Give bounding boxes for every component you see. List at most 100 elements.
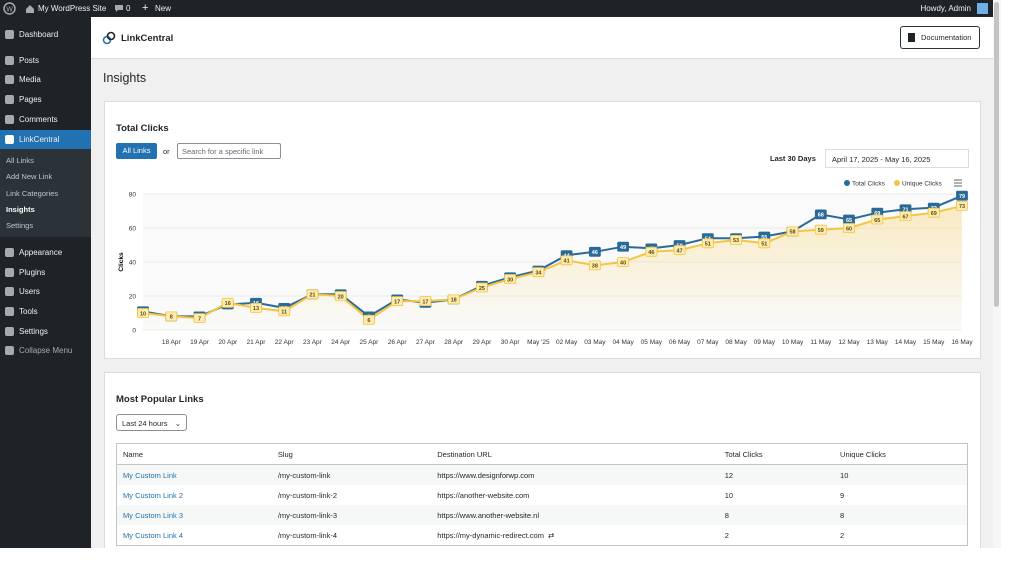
data-label: 11	[281, 310, 287, 316]
plus-icon: +	[142, 2, 149, 14]
menu-item[interactable]: Settings	[0, 216, 91, 235]
table-cell: https://www.designforwp.com	[437, 470, 535, 480]
data-label: 18	[451, 298, 457, 304]
legend-marker	[894, 180, 900, 186]
data-label-box	[617, 241, 630, 252]
menu-icon	[5, 307, 14, 316]
site-name[interactable]: My WordPress Site	[38, 4, 107, 13]
menu-label: Comments	[19, 115, 58, 124]
menu-icon	[5, 56, 14, 65]
comment-count[interactable]: 0	[126, 4, 131, 13]
menu-item[interactable]: Add New Link	[0, 167, 91, 186]
clicks-chart: 0 20 40 60 80 Clicks 18 Apr 19 Apr 20 Apr 21 Apr 2…	[118, 179, 973, 346]
x-tick-label: 22 Apr	[275, 339, 295, 346]
range-label: Last 30 Days	[770, 154, 816, 163]
data-label-box	[956, 190, 968, 201]
data-label: 51	[761, 242, 767, 248]
legend-label[interactable]: Total Clicks	[852, 181, 886, 188]
data-label-box	[475, 282, 488, 293]
plugin-header: LinkCentral Documentation	[91, 17, 993, 59]
table-cell[interactable]: My Custom Link 3	[123, 510, 184, 520]
data-label: 65	[846, 218, 852, 224]
x-tick-label: 12 May	[838, 339, 860, 346]
table-cell: https://www.another-website.nl	[437, 510, 539, 520]
x-tick-label: 07 May	[697, 339, 719, 346]
all-links-button[interactable]: All Links	[116, 143, 157, 159]
data-label: 16	[225, 301, 231, 307]
data-label: 51	[705, 242, 711, 248]
data-label: 25	[479, 286, 485, 292]
greeting[interactable]: Howdy, Admin	[920, 4, 971, 13]
menu-item[interactable]: Collapse Menu	[0, 341, 91, 360]
menu-item[interactable]: Comments	[0, 110, 91, 129]
data-label-box	[956, 201, 968, 211]
new-link[interactable]: New	[155, 4, 172, 13]
menu-item[interactable]: Link Categories	[0, 184, 91, 203]
menu-icon	[5, 75, 14, 84]
table-cell[interactable]: My Custom Link 2	[123, 490, 184, 500]
submenu-bg	[0, 149, 91, 237]
menu-icon	[5, 346, 14, 355]
brand-name: LinkCentral	[121, 33, 174, 44]
data-label-box	[250, 302, 262, 313]
period-label: Last 24 hours	[122, 419, 168, 428]
menu-icon	[5, 30, 14, 39]
table-cell: /my-custom-link-3	[277, 510, 338, 520]
data-label-box	[617, 257, 630, 267]
period-select[interactable]: Last 24 hours ⌄	[116, 414, 187, 431]
menu-item[interactable]: Appearance	[0, 243, 91, 262]
wp-logo[interactable]: W	[3, 2, 16, 15]
x-tick-label: May '25	[527, 339, 550, 346]
table-row: My Custom Link 3/my-custom-link-3 https:/…	[116, 505, 968, 525]
data-label: 49	[620, 245, 626, 251]
documentation-label: Documentation	[921, 33, 972, 42]
search-input[interactable]: Search for a specific link	[177, 143, 281, 159]
data-label-box	[588, 246, 601, 257]
menu-item[interactable]: Settings	[0, 322, 91, 341]
data-label: 17	[422, 299, 428, 305]
menu-item[interactable]: LinkCentral	[0, 130, 91, 149]
column-header: Destination URL	[431, 443, 719, 465]
data-label-box	[673, 245, 686, 256]
column-header: Unique Clicks	[834, 443, 968, 465]
data-label: 41	[564, 259, 570, 265]
x-tick-label: 21 Apr	[247, 339, 267, 346]
table-cell: https://my-dynamic-redirect.com ⇄	[437, 530, 555, 540]
data-label-box	[504, 274, 517, 284]
admin-bar: W My WordPress Site 0 + New Howdy, Admin	[0, 0, 993, 17]
table-row: My Custom Link 4/my-custom-link-4 https:/…	[116, 525, 968, 546]
home-icon	[26, 5, 34, 13]
documentation-button[interactable]: Documentation	[900, 26, 980, 49]
legend-label[interactable]: Unique Clicks	[902, 181, 942, 188]
menu-item[interactable]: Plugins	[0, 263, 91, 282]
data-label-box	[532, 267, 545, 278]
data-label: 67	[902, 214, 908, 220]
menu-label: Appearance	[19, 248, 63, 257]
x-tick-label: 30 Apr	[501, 339, 521, 346]
menu-item[interactable]: Dashboard	[0, 25, 91, 44]
data-label: 10	[140, 311, 146, 317]
x-tick-label: 13 May	[867, 339, 889, 346]
data-label-box	[927, 207, 940, 218]
y-tick-label: 60	[129, 226, 137, 233]
table-cell[interactable]: My Custom Link 4	[123, 530, 184, 540]
menu-item[interactable]: Tools	[0, 302, 91, 321]
menu-item[interactable]: Pages	[0, 90, 91, 109]
area-fill	[143, 205, 962, 330]
menu-label: LinkCentral	[19, 135, 60, 144]
scroll-thumb[interactable]	[994, 2, 999, 307]
menu-label: All Links	[6, 156, 34, 165]
menu-item[interactable]: All Links	[0, 151, 91, 170]
date-range-input[interactable]: April 17, 2025 - May 16, 2025	[825, 149, 969, 168]
table-cell[interactable]: My Custom Link	[123, 470, 177, 480]
menu-item[interactable]: Media	[0, 70, 91, 89]
menu-item[interactable]: Posts	[0, 51, 91, 70]
menu-item[interactable]: Users	[0, 282, 91, 301]
data-label: 58	[789, 230, 795, 236]
y-axis-title: Clicks	[118, 252, 125, 272]
data-label: 59	[818, 228, 824, 234]
data-label: 46	[648, 250, 654, 256]
menu-label: Plugins	[19, 268, 46, 277]
data-label: 55	[761, 235, 767, 241]
menu-item[interactable]: Insights	[0, 200, 91, 219]
